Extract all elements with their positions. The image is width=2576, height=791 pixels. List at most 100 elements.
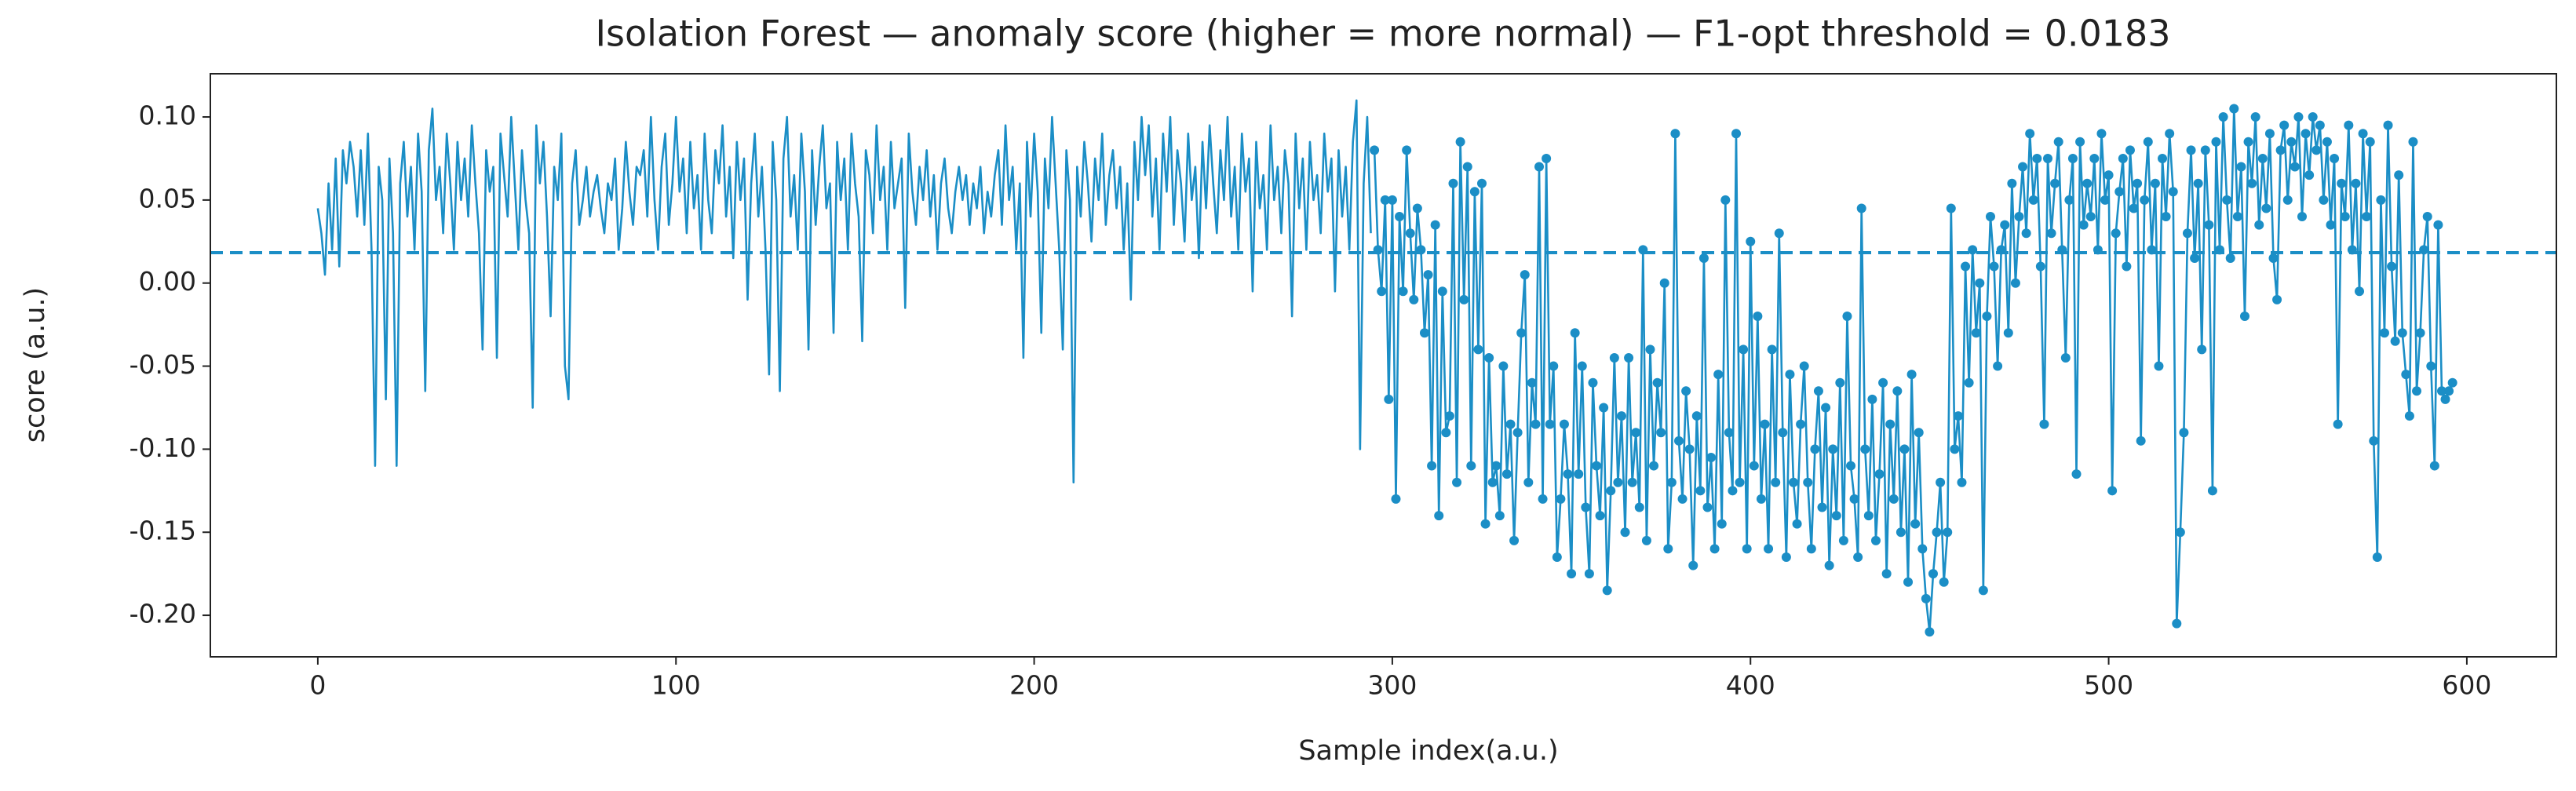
- point: [1724, 428, 1734, 438]
- point: [2225, 253, 2235, 263]
- point: [1792, 519, 1802, 529]
- point: [1581, 502, 1591, 512]
- point: [2247, 178, 2257, 188]
- point: [2161, 212, 2171, 222]
- point: [2060, 352, 2071, 363]
- point: [1892, 386, 1903, 396]
- point: [1545, 419, 1555, 429]
- point: [1556, 494, 1566, 504]
- point: [1577, 361, 1587, 371]
- point: [2103, 170, 2114, 180]
- point: [1434, 511, 1444, 521]
- point: [1409, 294, 1419, 304]
- point: [1695, 486, 1706, 496]
- point: [2250, 112, 2260, 122]
- point: [2257, 153, 2268, 163]
- point: [1985, 212, 1995, 222]
- point: [1885, 419, 1896, 429]
- point: [2401, 370, 2411, 380]
- point: [1419, 328, 1429, 338]
- point: [2125, 145, 2135, 155]
- point: [2035, 261, 2045, 272]
- point: [1764, 544, 1774, 554]
- point: [1588, 377, 1598, 388]
- point: [1821, 403, 1831, 413]
- point: [1527, 377, 1537, 388]
- point: [1771, 477, 1781, 487]
- point: [2351, 178, 2361, 188]
- point: [1476, 178, 1487, 188]
- point: [2193, 178, 2203, 188]
- point: [2340, 212, 2350, 222]
- x-tick-label: 600: [2442, 670, 2491, 701]
- point: [1838, 535, 1848, 545]
- point: [2190, 253, 2200, 263]
- point: [1677, 494, 1688, 504]
- point: [2046, 228, 2056, 239]
- point: [1516, 328, 1527, 338]
- point: [2422, 212, 2432, 222]
- point: [1402, 145, 1412, 155]
- point: [2222, 195, 2232, 205]
- point: [2308, 112, 2318, 122]
- x-tick-label: 300: [1367, 670, 1417, 701]
- point: [2032, 153, 2042, 163]
- point: [1799, 361, 1809, 371]
- point: [2383, 120, 2393, 130]
- y-axis-label: score (a.u.): [20, 287, 51, 443]
- point: [1592, 461, 1602, 471]
- point: [1688, 560, 1698, 570]
- point: [1462, 162, 1472, 172]
- point: [1810, 444, 1820, 454]
- point: [2419, 245, 2429, 255]
- point: [2107, 486, 2118, 496]
- point: [1856, 203, 1866, 213]
- point: [1412, 203, 1422, 213]
- point: [1523, 477, 1534, 487]
- point: [1720, 195, 1731, 205]
- point: [2436, 386, 2446, 396]
- point: [2096, 129, 2107, 139]
- point: [1649, 461, 1659, 471]
- point: [1993, 361, 2003, 371]
- point: [2129, 203, 2139, 213]
- point: [2408, 137, 2418, 147]
- point: [2286, 137, 2297, 147]
- x-tick-label: 500: [2084, 670, 2133, 701]
- point: [1860, 444, 1870, 454]
- point: [2039, 419, 2049, 429]
- x-tick-label: 200: [1009, 670, 1059, 701]
- point: [1595, 511, 1605, 521]
- y-tick-label: 0.05: [139, 183, 196, 213]
- point: [1520, 270, 1530, 280]
- point: [1469, 187, 1480, 197]
- point: [2053, 137, 2063, 147]
- point: [1627, 477, 1637, 487]
- point: [1602, 585, 1612, 596]
- point: [1932, 527, 1942, 538]
- point: [1452, 477, 1462, 487]
- point: [2326, 220, 2336, 230]
- point: [1698, 253, 1709, 263]
- point: [1978, 585, 1988, 596]
- point: [1437, 286, 1447, 297]
- point: [2100, 195, 2111, 205]
- point: [1405, 228, 1415, 239]
- point: [1870, 535, 1881, 545]
- point: [1380, 195, 1390, 205]
- point: [2118, 153, 2128, 163]
- point: [2150, 178, 2160, 188]
- point: [1552, 552, 1562, 562]
- series-line: [316, 99, 1372, 484]
- point: [1370, 145, 1380, 155]
- point: [1663, 544, 1673, 554]
- point: [2010, 278, 2020, 288]
- point: [1943, 527, 1953, 538]
- point: [2165, 129, 2175, 139]
- point: [1377, 286, 1387, 297]
- point: [1713, 370, 1724, 380]
- point: [2261, 203, 2271, 213]
- point: [2397, 328, 2407, 338]
- point: [1896, 527, 1906, 538]
- point: [1853, 552, 1863, 562]
